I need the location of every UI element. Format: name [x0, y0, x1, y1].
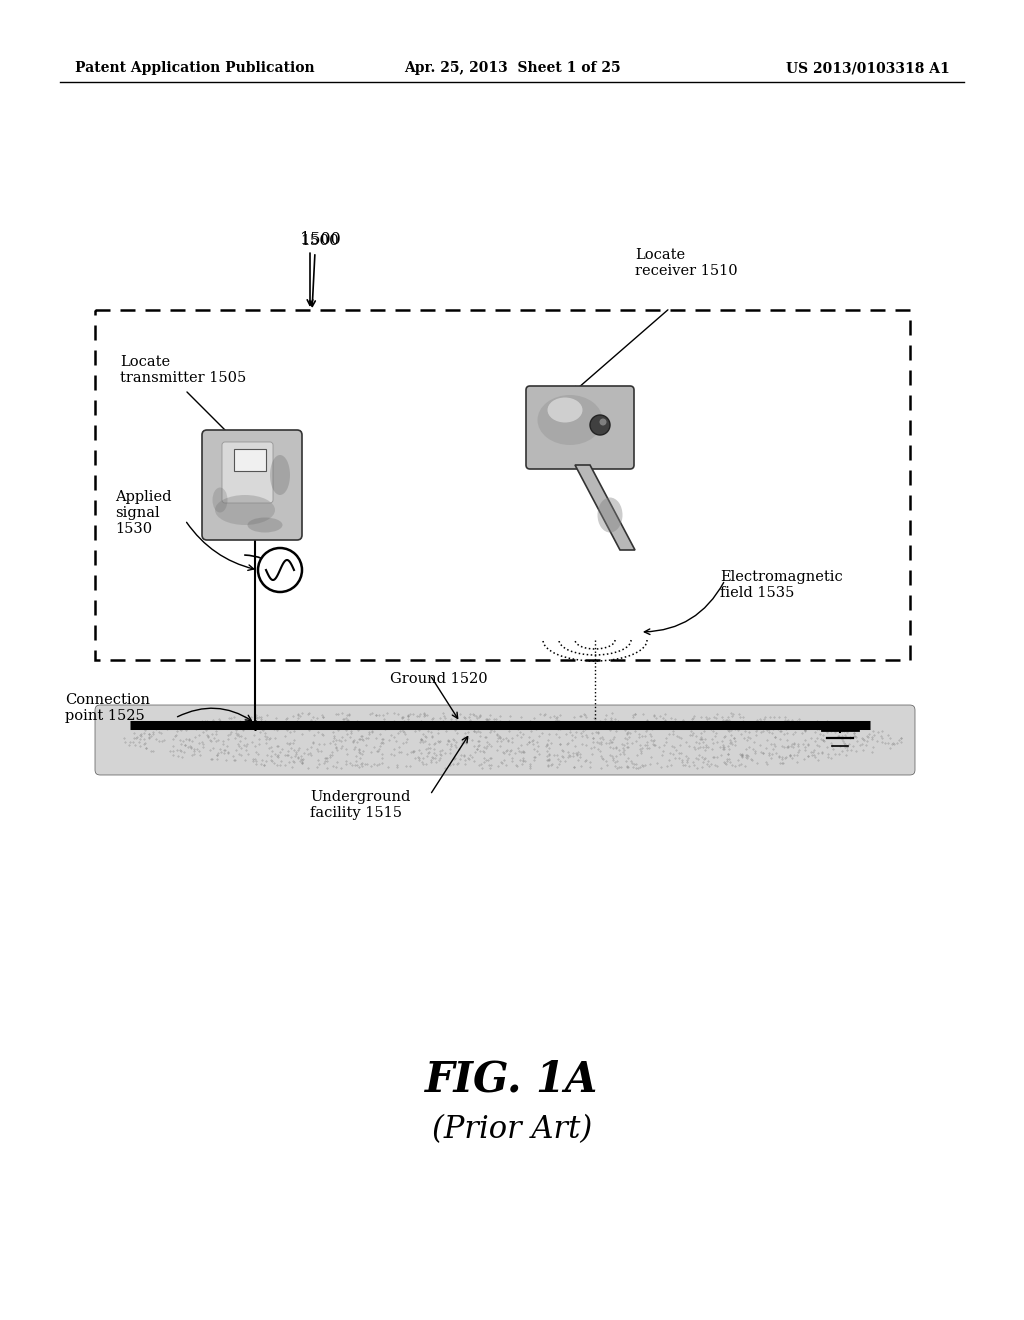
- Ellipse shape: [270, 455, 290, 495]
- FancyBboxPatch shape: [222, 442, 273, 503]
- Text: Applied
signal
1530: Applied signal 1530: [115, 490, 171, 536]
- Ellipse shape: [213, 487, 227, 512]
- Text: Connection
point 1525: Connection point 1525: [65, 693, 150, 723]
- Text: 1500: 1500: [300, 231, 340, 248]
- Text: Ground 1520: Ground 1520: [390, 672, 487, 686]
- Ellipse shape: [597, 498, 623, 532]
- Circle shape: [258, 548, 302, 591]
- Text: Electromagnetic
field 1535: Electromagnetic field 1535: [720, 570, 843, 601]
- Text: Apr. 25, 2013  Sheet 1 of 25: Apr. 25, 2013 Sheet 1 of 25: [403, 61, 621, 75]
- Ellipse shape: [538, 395, 602, 445]
- Text: 1500: 1500: [301, 234, 339, 248]
- Text: (Prior Art): (Prior Art): [432, 1114, 592, 1146]
- Text: Locate
receiver 1510: Locate receiver 1510: [635, 248, 737, 279]
- Ellipse shape: [248, 517, 283, 532]
- Ellipse shape: [548, 397, 583, 422]
- Ellipse shape: [590, 414, 610, 436]
- Text: US 2013/0103318 A1: US 2013/0103318 A1: [786, 61, 950, 75]
- FancyBboxPatch shape: [202, 430, 302, 540]
- Ellipse shape: [215, 495, 275, 525]
- Text: FIG. 1A: FIG. 1A: [425, 1059, 599, 1101]
- Text: Underground
facility 1515: Underground facility 1515: [310, 789, 411, 820]
- FancyBboxPatch shape: [526, 385, 634, 469]
- FancyBboxPatch shape: [95, 705, 915, 775]
- Text: Patent Application Publication: Patent Application Publication: [75, 61, 314, 75]
- Ellipse shape: [599, 418, 606, 425]
- FancyBboxPatch shape: [234, 449, 266, 471]
- Polygon shape: [575, 465, 635, 550]
- Bar: [95, 310, 910, 660]
- Text: Locate
transmitter 1505: Locate transmitter 1505: [120, 355, 246, 385]
